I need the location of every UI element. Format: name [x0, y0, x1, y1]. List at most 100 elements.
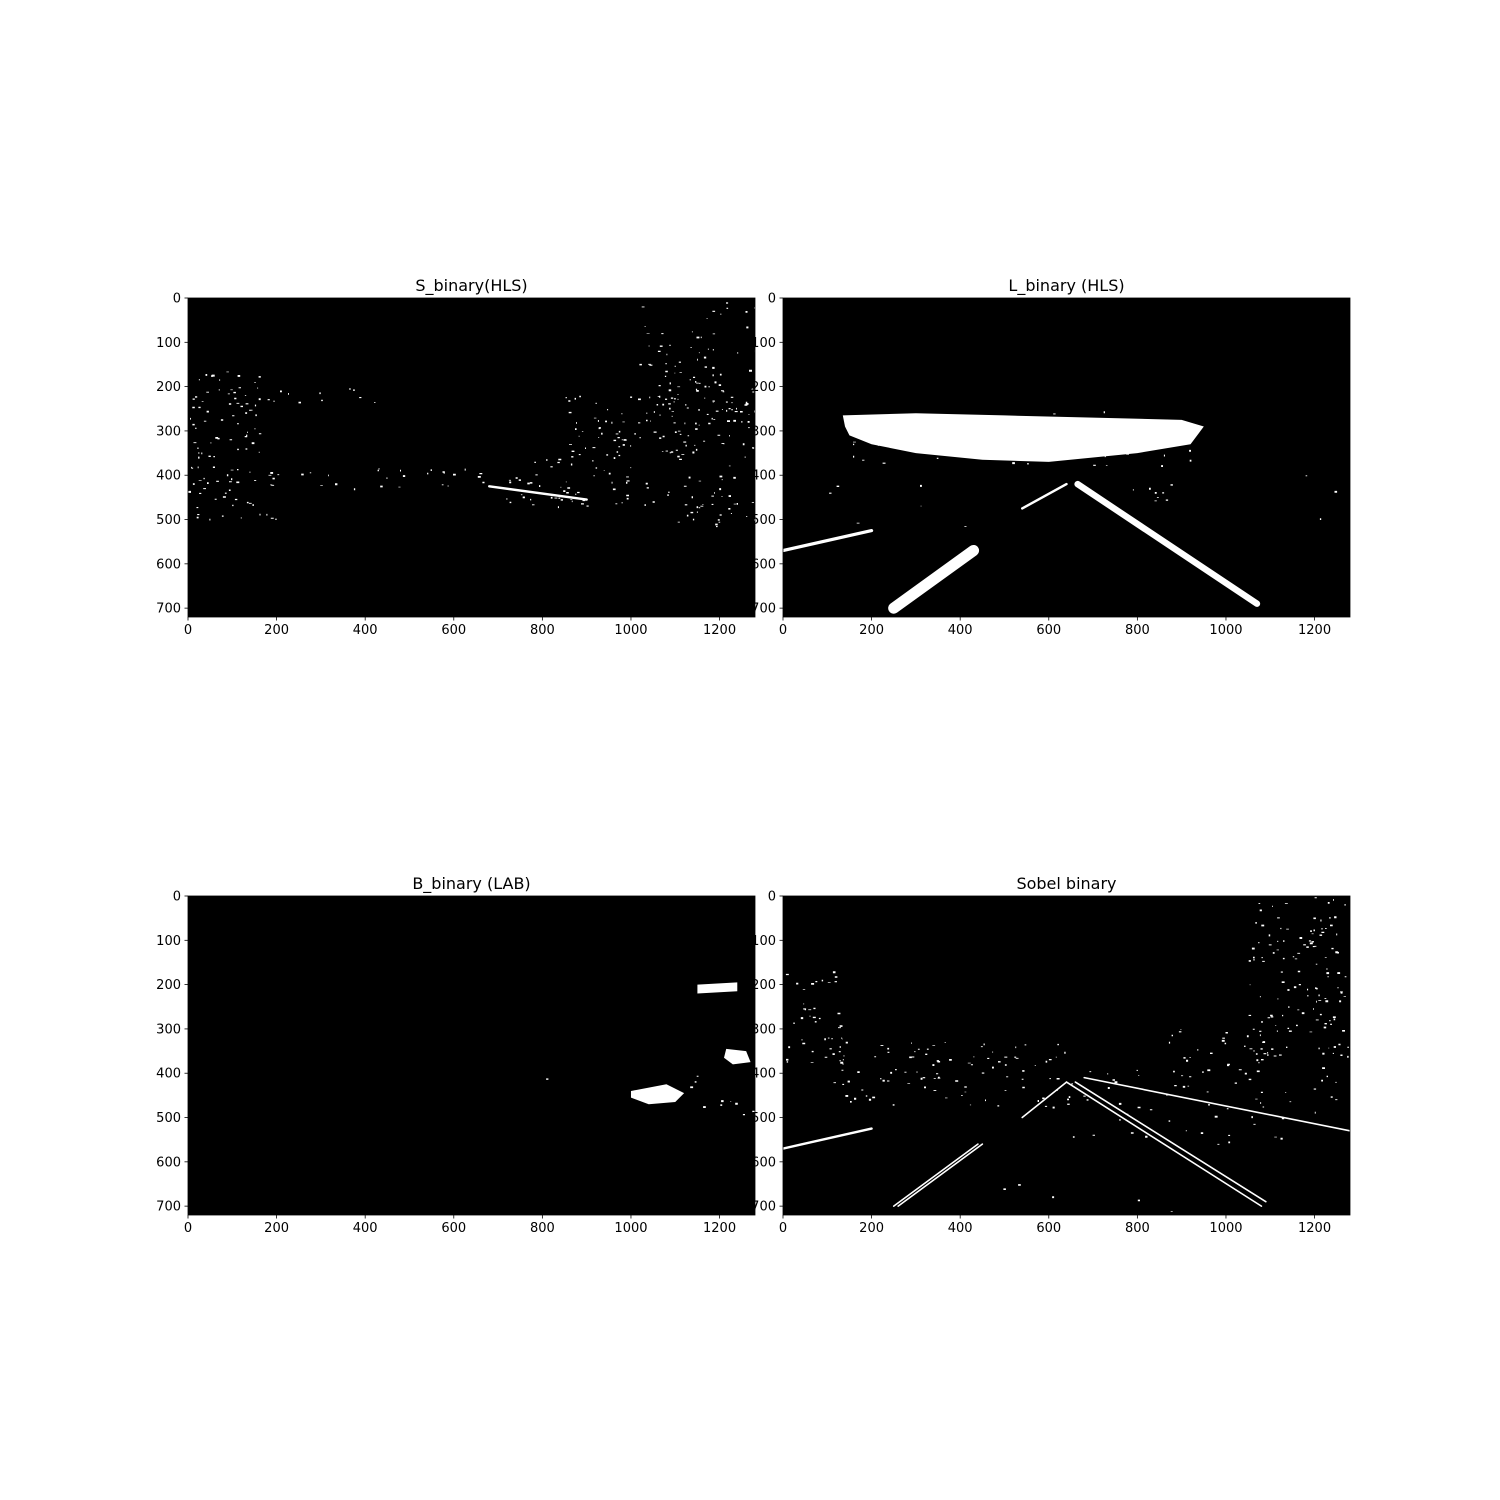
- noise-speckles: [546, 1078, 549, 1080]
- lane-line: [888, 544, 980, 614]
- y-tick-label: 100: [156, 934, 181, 949]
- y-tick-label: 300: [751, 424, 776, 439]
- lane-line: [1083, 1076, 1350, 1132]
- image-content: [188, 302, 755, 528]
- x-tick-label: 1200: [703, 1221, 736, 1236]
- x-tick-label: 800: [1125, 623, 1150, 638]
- lane-line: [488, 485, 588, 501]
- y-tick-label: 400: [751, 1067, 776, 1082]
- y-tick-label: 500: [156, 513, 181, 528]
- y-tick-label: 200: [751, 380, 776, 395]
- bright-region: [842, 413, 1204, 462]
- x-tick-label: 1200: [1298, 1221, 1331, 1236]
- subplot-b-binary-lab: 0 200 400 600 800 1000 1200 0 100 200 300 400 500 600…: [156, 874, 756, 1236]
- y-tick-label: 100: [156, 336, 181, 351]
- x-tick-label: 600: [441, 1221, 466, 1236]
- x-tick-label: 0: [779, 1221, 787, 1236]
- subplot-s-binary-hls: 0 200 400 600 800 1000 1200 0 100 200 300 400 500 600…: [156, 276, 756, 638]
- y-tick-label: 300: [751, 1022, 776, 1037]
- x-tick-label: 200: [859, 1221, 884, 1236]
- lane-line: [783, 1127, 873, 1150]
- lane-line: [1065, 1081, 1263, 1207]
- x-tick-label: 1000: [614, 1221, 647, 1236]
- subplot-title: Sobel binary: [1016, 874, 1116, 893]
- noise-speckles: [188, 466, 277, 521]
- subplot-title: L_binary (HLS): [1008, 276, 1124, 296]
- noise-speckles: [1248, 897, 1349, 1062]
- lane-line: [892, 1143, 979, 1207]
- lane-line: [1021, 1081, 1068, 1119]
- image-content: [783, 897, 1350, 1212]
- y-tick-label: 700: [156, 1200, 181, 1215]
- bright-region: [723, 1048, 751, 1065]
- y-tick-label: 500: [751, 1111, 776, 1126]
- y-tick-label: 0: [173, 292, 181, 307]
- y-tick-label: 700: [751, 602, 776, 617]
- subplot-sobel-binary: 0 200 400 600 800 1000 1200 0 100 200 300 400 500 600…: [751, 874, 1351, 1236]
- y-tick-label: 300: [156, 1022, 181, 1037]
- noise-speckles: [690, 1075, 699, 1089]
- axes-frame: [782, 895, 1351, 1216]
- x-tick-label: 0: [184, 1221, 192, 1236]
- x-tick-label: 800: [530, 1221, 555, 1236]
- subplot-title: S_binary(HLS): [415, 276, 527, 296]
- x-tick-label: 600: [441, 623, 466, 638]
- y-tick-label: 400: [751, 469, 776, 484]
- y-tick-label: 100: [751, 934, 776, 949]
- x-tick-label: 1200: [703, 623, 736, 638]
- subplot-title: B_binary (LAB): [412, 874, 530, 894]
- y-tick-label: 600: [156, 557, 181, 572]
- x-tick-label: 800: [1125, 1221, 1150, 1236]
- x-tick-label: 200: [264, 1221, 289, 1236]
- x-tick-label: 1000: [614, 623, 647, 638]
- lane-line: [1021, 482, 1068, 510]
- y-tick-label: 600: [751, 1155, 776, 1170]
- image-background: [188, 896, 755, 1215]
- y-tick-label: 300: [156, 424, 181, 439]
- x-tick-label: 400: [353, 1221, 378, 1236]
- x-tick-label: 0: [184, 623, 192, 638]
- image-background: [783, 896, 1350, 1215]
- y-tick-label: 0: [768, 890, 776, 905]
- y-tick-label: 400: [156, 469, 181, 484]
- lane-line: [1074, 1081, 1267, 1203]
- lane-line: [783, 529, 874, 553]
- y-tick-label: 200: [156, 380, 181, 395]
- y-tick-label: 200: [156, 978, 181, 993]
- y-tick-label: 200: [751, 978, 776, 993]
- y-tick-label: 700: [751, 1200, 776, 1215]
- x-tick-label: 200: [264, 623, 289, 638]
- y-tick-label: 500: [751, 513, 776, 528]
- x-tick-label: 800: [530, 623, 555, 638]
- image-content: [783, 411, 1338, 614]
- x-tick-label: 400: [353, 623, 378, 638]
- y-tick-label: 100: [751, 336, 776, 351]
- y-tick-label: 400: [156, 1067, 181, 1082]
- axes-frame: [187, 297, 756, 618]
- y-tick-label: 700: [156, 602, 181, 617]
- lane-line: [1074, 480, 1261, 607]
- y-tick-label: 0: [768, 292, 776, 307]
- subplot-l-binary-hls: 0 200 400 600 800 1000 1200 0 100 200 300 400 500 600…: [751, 276, 1351, 638]
- x-tick-label: 600: [1036, 623, 1061, 638]
- y-tick-label: 500: [156, 1111, 181, 1126]
- y-tick-label: 0: [173, 890, 181, 905]
- lane-line: [897, 1143, 984, 1207]
- x-tick-label: 1200: [1298, 623, 1331, 638]
- axes-frame: [782, 297, 1351, 618]
- noise-speckles: [277, 468, 485, 491]
- x-tick-label: 200: [859, 623, 884, 638]
- x-tick-label: 1000: [1209, 623, 1242, 638]
- image-content: [546, 982, 755, 1116]
- x-tick-label: 0: [779, 623, 787, 638]
- axes-frame: [187, 895, 756, 1216]
- x-tick-label: 400: [948, 1221, 973, 1236]
- bright-region: [630, 1084, 685, 1105]
- y-tick-label: 600: [156, 1155, 181, 1170]
- bright-region: [697, 982, 738, 994]
- noise-speckles: [653, 369, 755, 467]
- x-tick-label: 1000: [1209, 1221, 1242, 1236]
- y-tick-label: 600: [751, 557, 776, 572]
